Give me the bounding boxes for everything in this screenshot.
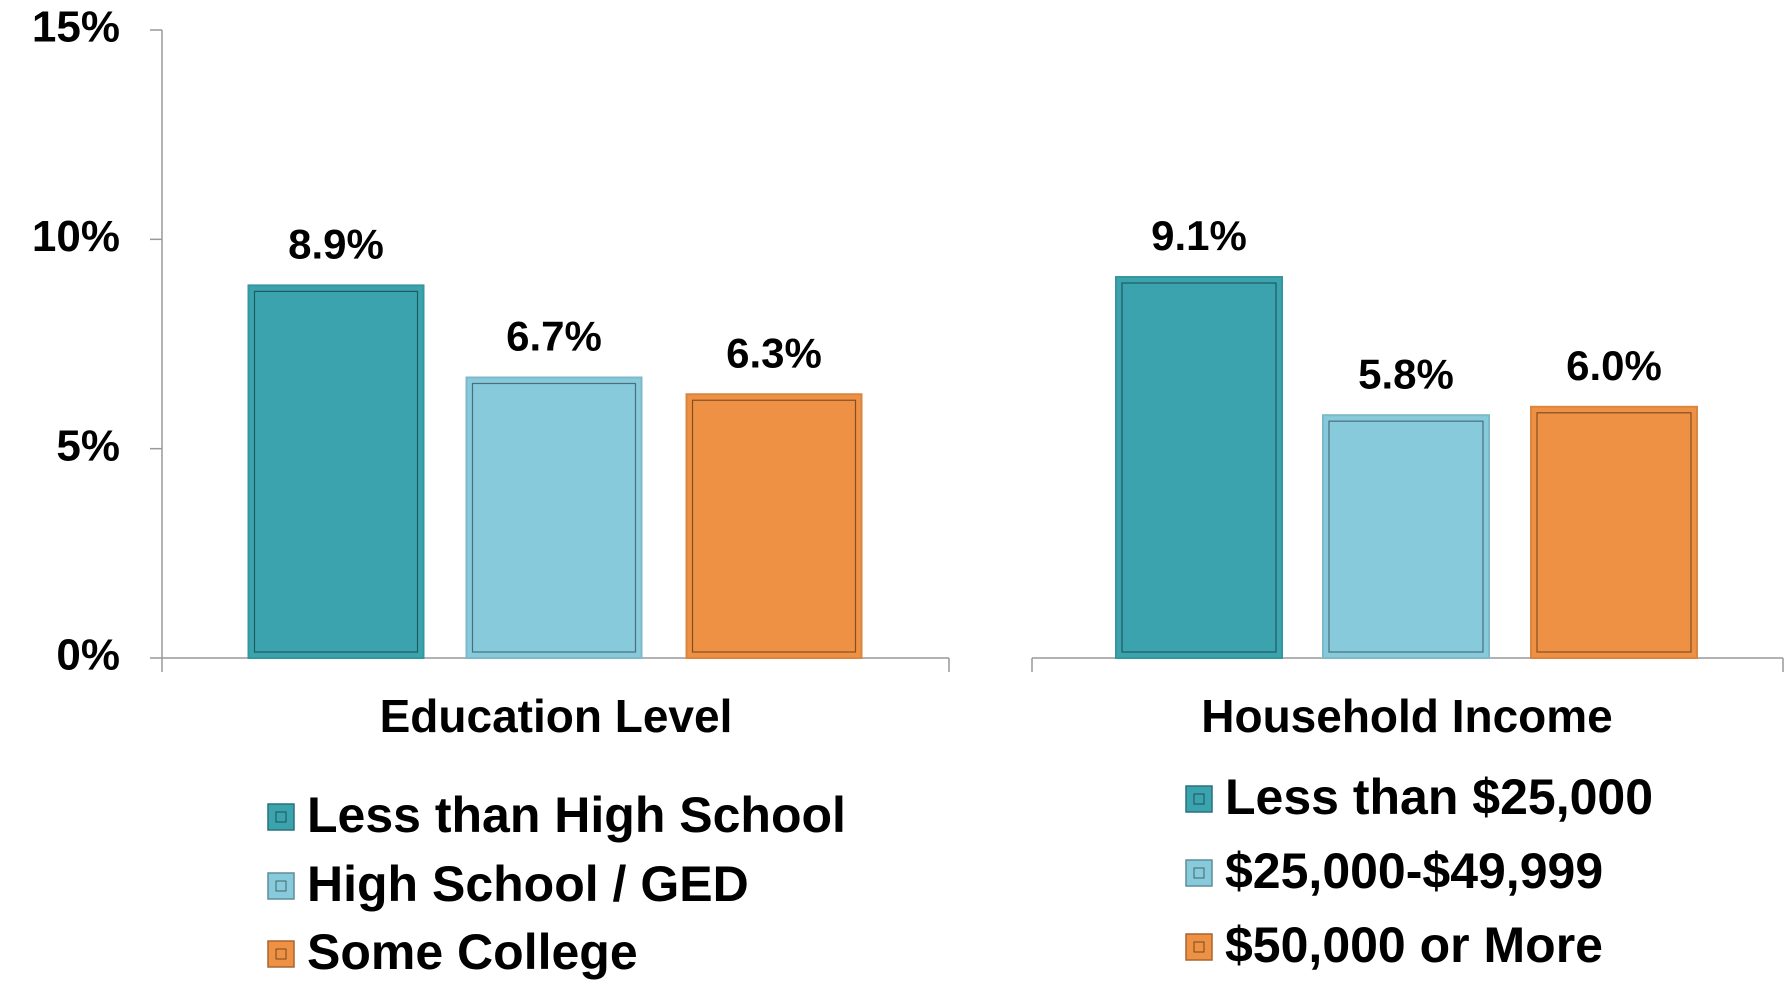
bar [465,376,643,659]
bar-inner-edge [691,399,857,653]
legend-swatch-inner [275,880,287,892]
legend-label: $25,000-$49,999 [1225,843,1603,899]
legend-swatch-inner [1193,867,1205,879]
legend-label: Some College [307,924,638,980]
legend-label: Less than $25,000 [1225,769,1653,825]
legend-label: High School / GED [307,856,749,912]
legend-swatch [267,940,295,968]
legend-swatch-inner [1193,793,1205,805]
data-label: 9.1% [1151,212,1247,259]
y-tick-label: 0% [56,631,120,680]
y-tick-label: 15% [32,3,120,52]
legend-swatch-inner [275,811,287,823]
bar-inner-edge [1328,420,1484,653]
legend-swatch-inner [1193,941,1205,953]
y-tick-label: 5% [56,421,120,470]
data-label: 8.9% [288,220,384,267]
bar [247,284,425,659]
bar [1115,276,1283,659]
data-label: 6.3% [726,329,822,376]
bar [1322,414,1490,659]
bar [1530,405,1698,659]
legend-swatch [1185,933,1213,961]
x-axis-title: Education Level [380,690,733,742]
bar [685,393,863,659]
legend-swatch [267,803,295,831]
data-label: 6.7% [506,313,602,360]
bar-inner-edge [471,382,637,653]
bar-inner-edge [1121,282,1277,653]
data-label: 6.0% [1566,342,1662,389]
bar-inner-edge [1536,412,1692,653]
legend-swatch [1185,785,1213,813]
legend-label: $50,000 or More [1225,917,1603,973]
legend-swatch [1185,859,1213,887]
legend-swatch-inner [275,948,287,960]
legend-label: Less than High School [307,787,846,843]
x-axis-title: Household Income [1201,690,1612,742]
y-tick-label: 10% [32,212,120,261]
data-label: 5.8% [1358,350,1454,397]
legend-swatch [267,872,295,900]
bar-inner-edge [253,290,419,653]
